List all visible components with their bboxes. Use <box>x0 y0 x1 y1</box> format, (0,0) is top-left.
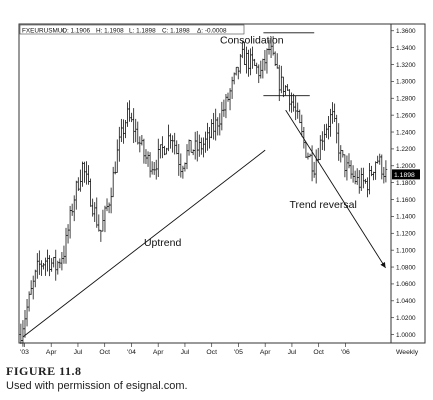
x-tick-label: Apr <box>46 349 57 356</box>
y-tick-label: 1.1600 <box>396 197 416 204</box>
y-tick-label: 1.1800 <box>396 180 416 187</box>
y-tick-label: 1.0000 <box>396 332 416 339</box>
annotation-label: Consolidation <box>220 34 284 46</box>
chart-area: FXEURUSMUL O: 1.1906 H: 1.1908 L: 1.1898… <box>18 23 426 356</box>
y-axis-ticks: 1.3600 1.3400 1.3200 1.3000 1.2800 1.2600 1.24… <box>391 28 416 339</box>
trend-lines <box>22 32 386 338</box>
y-tick-label: 1.3400 <box>396 45 416 52</box>
price-chart: FXEURUSMUL O: 1.1906 H: 1.1908 L: 1.1898… <box>18 23 426 356</box>
reversal-arrow <box>285 109 386 269</box>
x-tick-label: Apr <box>153 349 164 356</box>
y-tick-label: 1.2600 <box>396 112 416 119</box>
price-bars <box>19 36 388 347</box>
last-price-label: 1.1898 <box>394 172 415 179</box>
annotation-label: Trend reversal <box>289 199 356 211</box>
x-tick-label: Oct <box>313 349 324 356</box>
y-tick-label: 1.1000 <box>396 247 416 254</box>
figure-credit: Used with permission of esignal.com. <box>6 380 188 392</box>
plot-frame <box>18 23 392 344</box>
x-tick-label: '03 <box>20 349 29 356</box>
annotation-label: Uptrend <box>144 237 182 249</box>
y-tick-label: 1.1200 <box>396 231 416 238</box>
x-tick-label: '04 <box>127 349 136 356</box>
y-tick-label: 1.3000 <box>396 79 416 86</box>
x-tick-label: Oct <box>99 349 110 356</box>
header-close: C: 1.1898 <box>162 28 190 35</box>
price-bar <box>384 160 388 183</box>
y-tick-label: 1.2000 <box>396 163 416 170</box>
figure-number: FIGURE 11.8 <box>6 364 82 378</box>
y-tick-label: 1.0200 <box>396 315 416 322</box>
ohlc-header-box <box>19 24 245 35</box>
header-change: Δ: -0.0008 <box>197 28 227 35</box>
x-tick-label: Jul <box>181 349 190 356</box>
header-symbol: FXEURUSMUL <box>22 28 66 35</box>
y-tick-label: 1.1400 <box>396 214 416 221</box>
header-open: O: 1.1906 <box>62 28 91 35</box>
price-axis <box>390 23 426 344</box>
x-tick-label: Apr <box>260 349 271 356</box>
uptrend-line <box>22 149 266 338</box>
y-tick-label: 1.0800 <box>396 264 416 271</box>
y-tick-label: 1.3200 <box>396 62 416 69</box>
y-tick-label: 1.3600 <box>396 28 416 35</box>
timeframe-label: Weekly <box>396 349 419 356</box>
x-tick-label: '06 <box>341 349 350 356</box>
x-tick-label: Jul <box>74 349 83 356</box>
y-tick-label: 1.2200 <box>396 146 416 153</box>
y-tick-label: 1.0400 <box>396 298 416 305</box>
y-tick-label: 1.2800 <box>396 96 416 103</box>
y-tick-label: 1.0600 <box>396 281 416 288</box>
last-price-badge <box>392 169 420 180</box>
x-axis-ticks: '03 Apr Jul Oct '04 Apr Jul Oct '05 Apr Jul Oct '06 <box>20 343 350 356</box>
figure-caption: FIGURE 11.8 Used with permission of esig… <box>6 364 426 392</box>
header-low: L: 1.1898 <box>129 28 156 35</box>
x-tick-label: '05 <box>234 349 243 356</box>
annotations: Consolidation Uptrend Trend reversal <box>144 34 357 249</box>
x-tick-label: Oct <box>206 349 217 356</box>
header-high: H: 1.1908 <box>96 28 124 35</box>
y-tick-label: 1.2400 <box>396 129 416 136</box>
x-tick-label: Jul <box>288 349 297 356</box>
